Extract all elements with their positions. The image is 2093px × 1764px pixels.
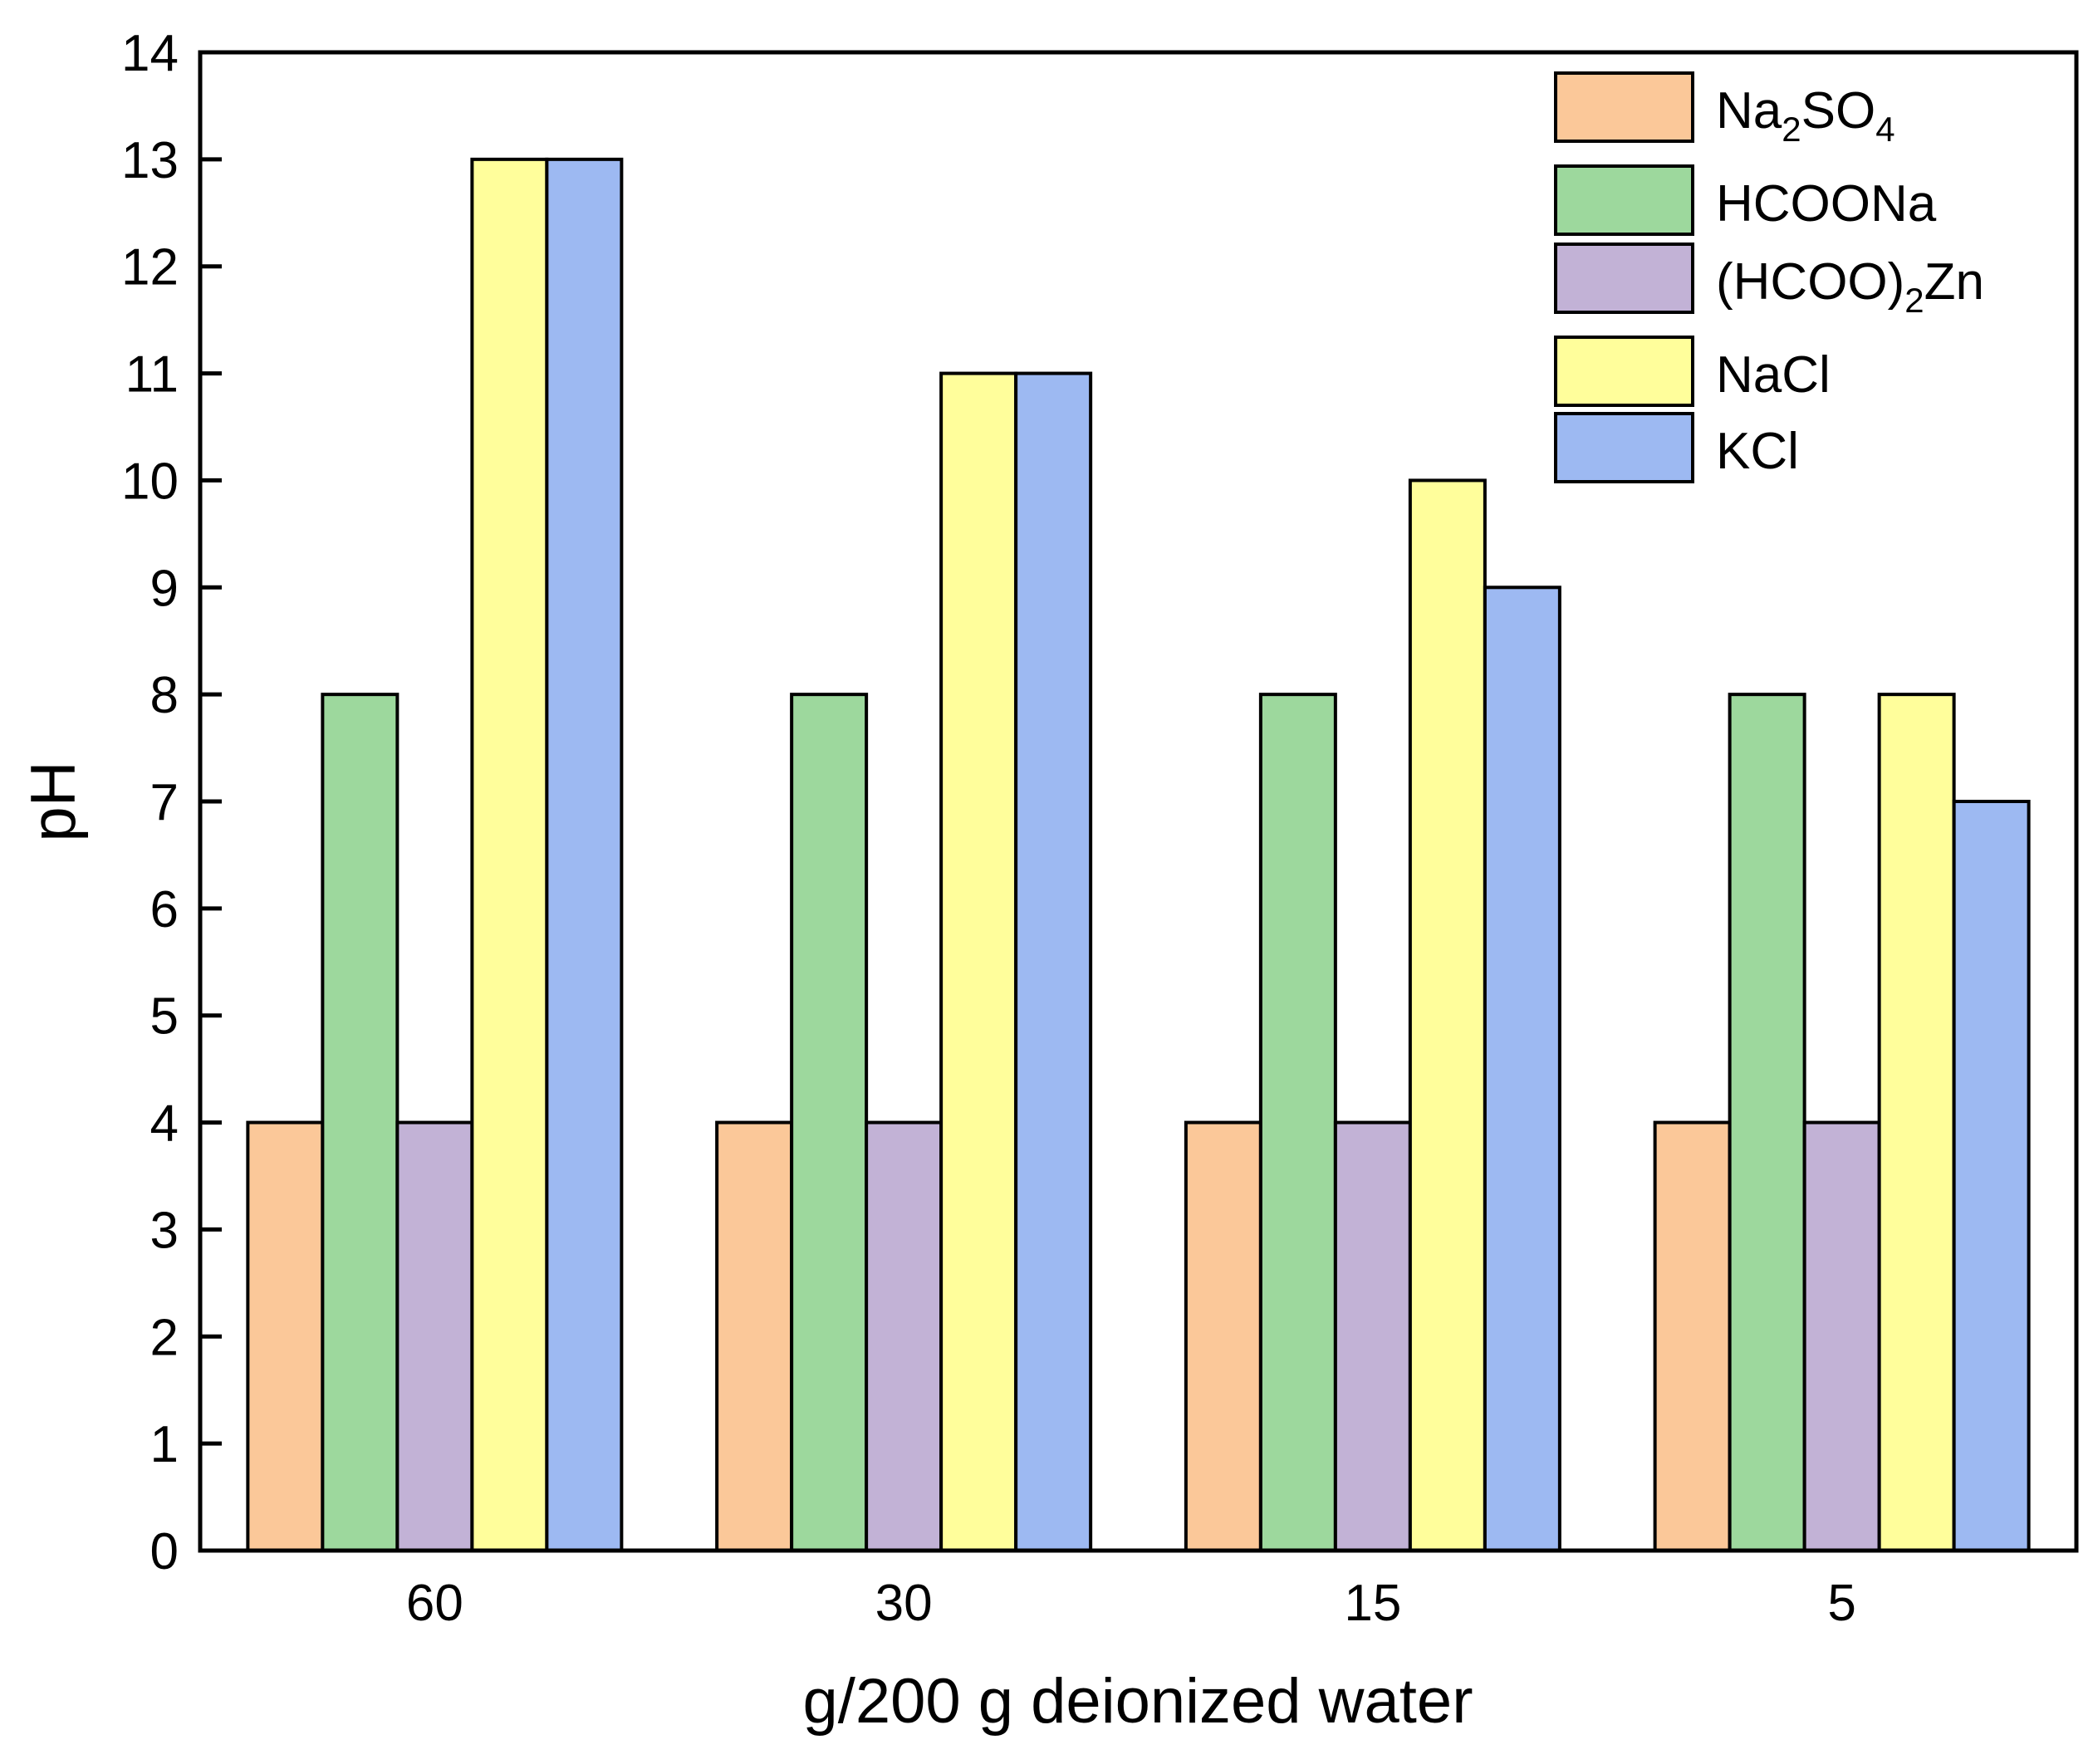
- y-tick-label: 3: [150, 1202, 179, 1259]
- y-tick-label: 9: [150, 560, 179, 617]
- plot-frame: [198, 50, 2079, 1553]
- legend-label: KCl: [1716, 423, 1799, 480]
- y-tick-label: 12: [121, 239, 179, 296]
- x-tick-label: 15: [1344, 1575, 1401, 1632]
- y-tick-label: 7: [150, 774, 179, 831]
- bar-nacl-30: [939, 371, 1018, 1553]
- bar-hcoona-5: [1728, 693, 1806, 1553]
- x-axis-title: g/200 g deionized water: [802, 1666, 1473, 1737]
- y-tick-label: 5: [150, 988, 179, 1046]
- x-tick-label: 5: [1827, 1575, 1855, 1632]
- y-tick-label: 14: [121, 25, 179, 82]
- bar-na2so4-5: [1653, 1120, 1732, 1552]
- bar-nacl-60: [470, 157, 549, 1552]
- bar--hcoo-2zn-15: [1333, 1120, 1412, 1552]
- bar--hcoo-2zn-30: [865, 1120, 944, 1552]
- y-tick-label: 13: [121, 132, 179, 189]
- bar-kcl-30: [1014, 371, 1093, 1553]
- legend-swatch: [1554, 243, 1694, 314]
- bar-na2so4-15: [1184, 1120, 1262, 1552]
- x-axis: 60 30 15 5: [406, 1575, 1856, 1632]
- legend-swatch: [1554, 164, 1694, 236]
- bar--hcoo-2zn-5: [1802, 1120, 1881, 1552]
- legend-swatch: [1554, 71, 1694, 143]
- y-tick-label: 10: [121, 453, 179, 510]
- y-tick-label: 1: [150, 1416, 179, 1473]
- bar-na2so4-30: [715, 1120, 794, 1552]
- bar-na2so4-60: [246, 1120, 325, 1552]
- bar-hcoona-60: [321, 693, 399, 1553]
- legend-label: HCOONa: [1716, 175, 1937, 233]
- y-tick-label: 4: [150, 1095, 179, 1153]
- bar--hcoo-2zn-60: [395, 1120, 474, 1552]
- bar-nacl-5: [1877, 693, 1956, 1553]
- y-axis-title: pH: [18, 761, 89, 841]
- legend: Na2SO4 HCOONa (HCOO)2Zn NaCl KCl: [1554, 71, 1984, 483]
- bars-group: [246, 157, 2031, 1553]
- bar-kcl-5: [1952, 800, 2031, 1552]
- y-tick-label: 8: [150, 667, 179, 724]
- bar-kcl-60: [545, 157, 624, 1552]
- legend-label: (HCOO)2Zn: [1716, 253, 1984, 320]
- bar-nacl-15: [1408, 478, 1487, 1552]
- x-tick-label: 30: [875, 1575, 933, 1632]
- y-tick-label: 2: [150, 1309, 179, 1366]
- bar-hcoona-30: [790, 693, 869, 1553]
- legend-swatch: [1554, 336, 1694, 407]
- bar-hcoona-15: [1258, 693, 1337, 1553]
- legend-label: Na2SO4: [1716, 82, 1895, 149]
- x-tick-label: 60: [406, 1575, 463, 1632]
- y-tick-label: 6: [150, 881, 179, 938]
- bar-kcl-15: [1483, 586, 1561, 1552]
- y-tick-label: 0: [150, 1523, 179, 1580]
- legend-label: NaCl: [1716, 346, 1831, 404]
- legend-swatch: [1554, 412, 1694, 483]
- y-tick-label: 11: [125, 346, 179, 404]
